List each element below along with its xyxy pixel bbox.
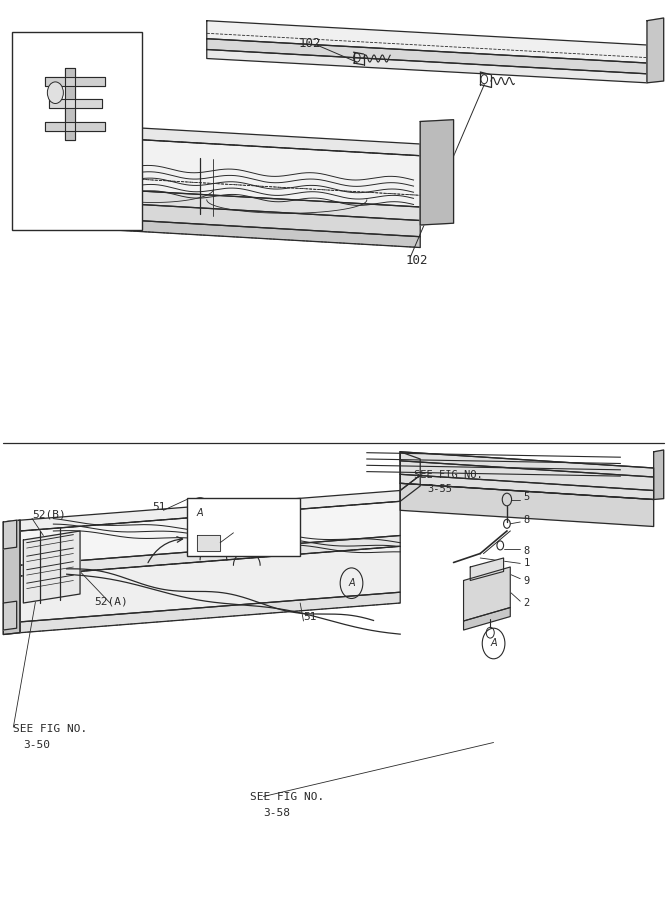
Text: 52(A): 52(A) [95, 596, 129, 607]
Polygon shape [3, 601, 17, 630]
Text: 102: 102 [299, 37, 321, 50]
Text: A: A [348, 578, 355, 589]
Text: A: A [490, 638, 497, 649]
Text: 102: 102 [406, 255, 428, 267]
Text: 8: 8 [524, 515, 530, 526]
Text: 9: 9 [524, 575, 530, 586]
Bar [187, 498, 300, 556]
Polygon shape [400, 474, 654, 500]
Text: SEE FIG NO.: SEE FIG NO. [250, 791, 324, 802]
Bar [12, 32, 142, 230]
Polygon shape [3, 520, 17, 549]
Polygon shape [27, 133, 420, 207]
Text: 3-50: 3-50 [23, 740, 50, 751]
Text: 8: 8 [524, 545, 530, 556]
Text: SEE FIG NO.: SEE FIG NO. [192, 506, 261, 517]
Polygon shape [647, 18, 664, 83]
Text: A: A [197, 508, 203, 518]
Text: 1: 1 [524, 558, 530, 569]
Polygon shape [207, 50, 647, 83]
Text: SEE FIG NO.: SEE FIG NO. [414, 470, 482, 481]
Text: 3-55: 3-55 [427, 483, 452, 494]
Polygon shape [20, 501, 400, 565]
Text: 51: 51 [303, 612, 317, 623]
Circle shape [47, 82, 63, 104]
Polygon shape [20, 491, 400, 531]
Text: 102: 102 [69, 45, 90, 58]
Text: 3-58: 3-58 [263, 807, 290, 818]
Text: 52(B): 52(B) [32, 509, 66, 520]
Polygon shape [65, 68, 75, 140]
Polygon shape [420, 120, 454, 225]
Polygon shape [3, 520, 20, 634]
Polygon shape [20, 536, 400, 576]
Polygon shape [207, 39, 647, 74]
Polygon shape [23, 531, 80, 603]
Polygon shape [654, 450, 664, 500]
Polygon shape [470, 558, 504, 580]
Polygon shape [45, 122, 105, 130]
Text: 3-50: 3-50 [195, 522, 219, 533]
Text: 99(B): 99(B) [268, 508, 299, 518]
Polygon shape [20, 592, 400, 633]
Polygon shape [400, 452, 654, 500]
Text: SEE FIG NO.: SEE FIG NO. [13, 724, 87, 734]
Polygon shape [197, 535, 220, 551]
Text: 2: 2 [524, 598, 530, 608]
Polygon shape [49, 99, 102, 108]
Polygon shape [400, 475, 420, 501]
Polygon shape [400, 483, 654, 526]
Polygon shape [27, 122, 420, 156]
Text: 51: 51 [152, 501, 165, 512]
Polygon shape [207, 21, 647, 63]
Polygon shape [45, 76, 105, 86]
Text: 99(A): 99(A) [259, 522, 290, 533]
Text: 5: 5 [524, 491, 530, 502]
Polygon shape [27, 214, 420, 248]
Polygon shape [464, 567, 510, 621]
Polygon shape [400, 452, 654, 477]
Polygon shape [400, 461, 654, 491]
Polygon shape [20, 546, 400, 622]
Polygon shape [27, 184, 420, 220]
Polygon shape [400, 452, 420, 491]
Polygon shape [27, 198, 420, 237]
Polygon shape [464, 608, 510, 630]
Polygon shape [3, 520, 20, 634]
